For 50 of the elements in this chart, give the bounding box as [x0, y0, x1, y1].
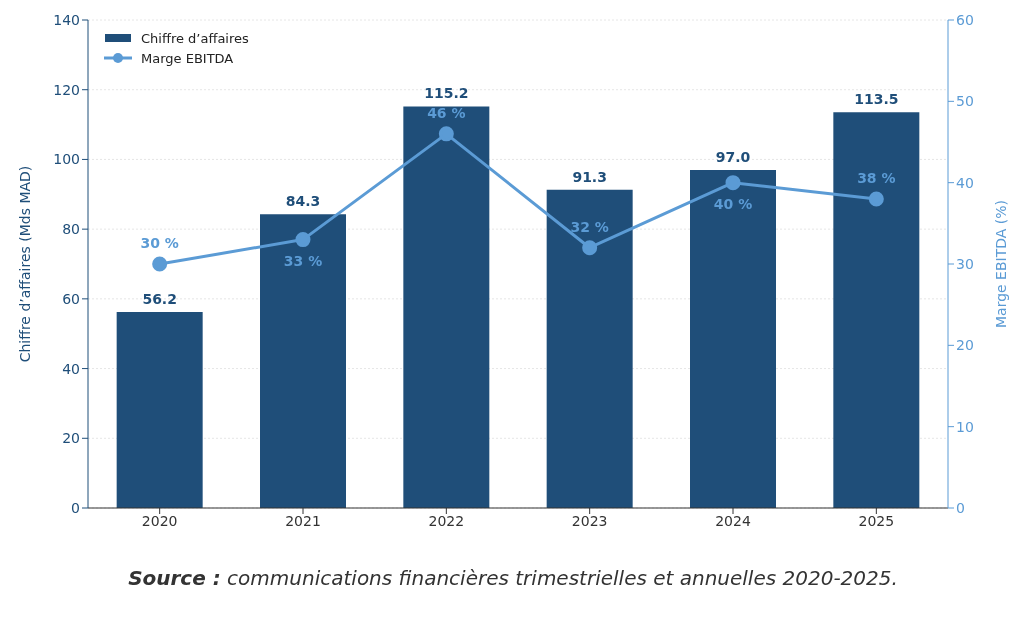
y2-axis-title: Marge EBITDA (%)	[992, 199, 1009, 329]
data-label: 113.5	[854, 91, 899, 108]
data-label: 56.2	[142, 291, 177, 308]
y-tick-label: 60	[62, 290, 80, 307]
x-tick-label: 2020	[141, 512, 178, 529]
bar	[116, 312, 203, 508]
point	[582, 240, 598, 256]
y2-tick-label: 0	[956, 499, 965, 516]
x-tick-label: 2024	[715, 512, 751, 529]
data-label: 30 %	[140, 235, 179, 251]
x-tick-label: 2022	[428, 512, 465, 529]
y-tick-label: 0	[71, 499, 80, 516]
bar	[546, 189, 633, 508]
legend-label: Marge EBITDA	[141, 50, 234, 66]
data-label: 97.0	[715, 148, 751, 165]
y-tick-label: 80	[62, 221, 80, 238]
data-label: 84.3	[285, 193, 321, 210]
y2-tick-label: 50	[956, 93, 974, 110]
data-label: 115.2	[424, 85, 469, 102]
point	[438, 126, 454, 142]
y2-tick-label: 10	[956, 418, 974, 435]
data-label: 38 %	[857, 169, 896, 186]
y2-tick-label: 40	[956, 174, 974, 191]
point	[295, 232, 311, 248]
y-tick-label: 120	[53, 81, 80, 98]
y2-tick-label: 30	[956, 255, 974, 272]
data-label: 33 %	[283, 252, 323, 269]
x-tick-label: 2023	[571, 512, 608, 529]
bar	[260, 214, 346, 508]
y-tick-label: 140	[53, 11, 80, 28]
data-label: 32 %	[570, 218, 609, 235]
bar	[403, 106, 490, 508]
data-label: 91.3	[572, 168, 607, 185]
point	[152, 256, 168, 272]
point	[725, 175, 741, 191]
y-tick-label: 100	[53, 151, 80, 168]
bar	[833, 112, 920, 508]
data-label: 46 %	[427, 104, 466, 121]
data-label: 40 %	[713, 195, 753, 212]
y-axis-title: Chiffre d’affaires (Mds MAD)	[16, 165, 33, 363]
source-note: Source : communications financières trimestrielles et annuelles 2020-2025.	[127, 566, 899, 590]
y2-tick-label: 60	[956, 11, 974, 28]
x-tick-label: 2021	[285, 512, 321, 529]
y-tick-label: 20	[62, 430, 80, 447]
y2-tick-label: 20	[956, 337, 974, 354]
y-tick-label: 40	[62, 360, 80, 377]
bar	[690, 169, 776, 508]
point	[868, 191, 884, 207]
legend-label: Chiffre d’affaires	[141, 30, 249, 46]
x-tick-label: 2025	[858, 512, 895, 529]
